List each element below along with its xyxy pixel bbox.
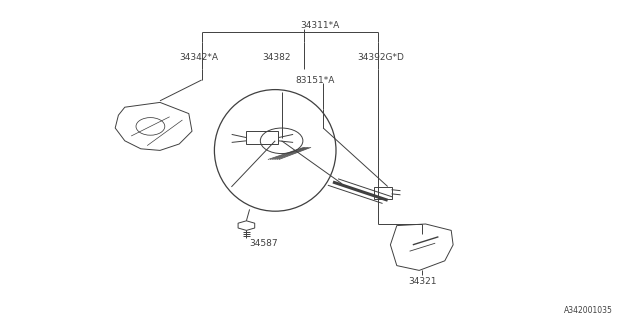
Text: 34342*A: 34342*A — [179, 53, 218, 62]
Text: 34382: 34382 — [262, 53, 291, 62]
Text: A342001035: A342001035 — [564, 306, 613, 315]
Text: 83151*A: 83151*A — [296, 76, 335, 84]
Text: 34311*A: 34311*A — [300, 21, 340, 30]
Text: 34587: 34587 — [250, 239, 278, 248]
Text: 34392G*D: 34392G*D — [357, 53, 404, 62]
Text: 34321: 34321 — [408, 277, 436, 286]
